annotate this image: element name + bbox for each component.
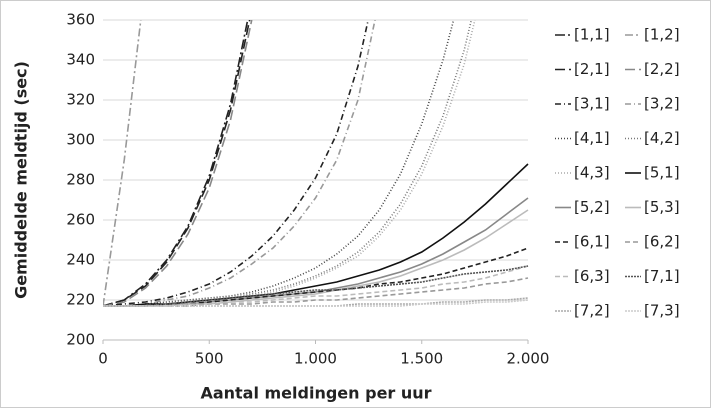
y-tick-label: 220 — [66, 291, 95, 309]
legend-label: [1,1] — [574, 26, 610, 44]
legend-label: [7,2] — [574, 302, 610, 320]
series-line — [103, 20, 455, 307]
y-tick-label: 340 — [66, 51, 95, 69]
series-line — [103, 20, 253, 307]
x-tick-label: 1.000 — [294, 350, 337, 368]
legend-label: [6,3] — [574, 267, 610, 285]
legend-label: [7,1] — [644, 267, 680, 285]
series-line — [103, 20, 370, 307]
y-tick-label: 320 — [66, 91, 95, 109]
x-tick-label: 1.500 — [400, 350, 443, 368]
legend-label: [1,2] — [644, 26, 680, 44]
x-tick-label: 2.000 — [507, 350, 550, 368]
legend-label: [2,2] — [644, 60, 680, 78]
y-tick-label: 240 — [66, 251, 95, 269]
y-tick-label: 200 — [66, 331, 95, 349]
legend-label: [5,1] — [644, 164, 680, 182]
legend-label: [2,1] — [574, 60, 610, 78]
legend-label: [3,2] — [644, 95, 680, 113]
series-line — [103, 20, 251, 307]
series-line — [103, 20, 376, 307]
legend-label: [3,1] — [574, 95, 610, 113]
y-tick-label: 280 — [66, 171, 95, 189]
legend-label: [7,3] — [644, 302, 680, 320]
series-line — [103, 247, 529, 307]
x-tick-label: 500 — [195, 350, 224, 368]
legend-label: [4,3] — [574, 164, 610, 182]
series-line — [103, 265, 529, 307]
plot-lines — [103, 20, 529, 307]
y-tick-label: 260 — [66, 211, 95, 229]
legend-label: [6,1] — [574, 233, 610, 251]
series-line — [103, 299, 529, 307]
y-tick-label: 360 — [66, 11, 95, 29]
series-line — [103, 265, 529, 307]
series-line — [103, 20, 249, 307]
legend-label: [5,2] — [574, 198, 610, 216]
series-line — [103, 277, 529, 307]
x-tick-label: 0 — [98, 350, 108, 368]
legend-label: [5,3] — [644, 198, 680, 216]
x-axis-title: Aantal meldingen per uur — [200, 384, 431, 403]
legend-label: [4,1] — [574, 129, 610, 147]
series-line — [103, 20, 142, 307]
y-axis-title: Gemiddelde meldtijd (sec) — [12, 61, 31, 299]
y-tick-label: 300 — [66, 131, 95, 149]
legend-label: [6,2] — [644, 233, 680, 251]
legend-label: [4,2] — [644, 129, 680, 147]
